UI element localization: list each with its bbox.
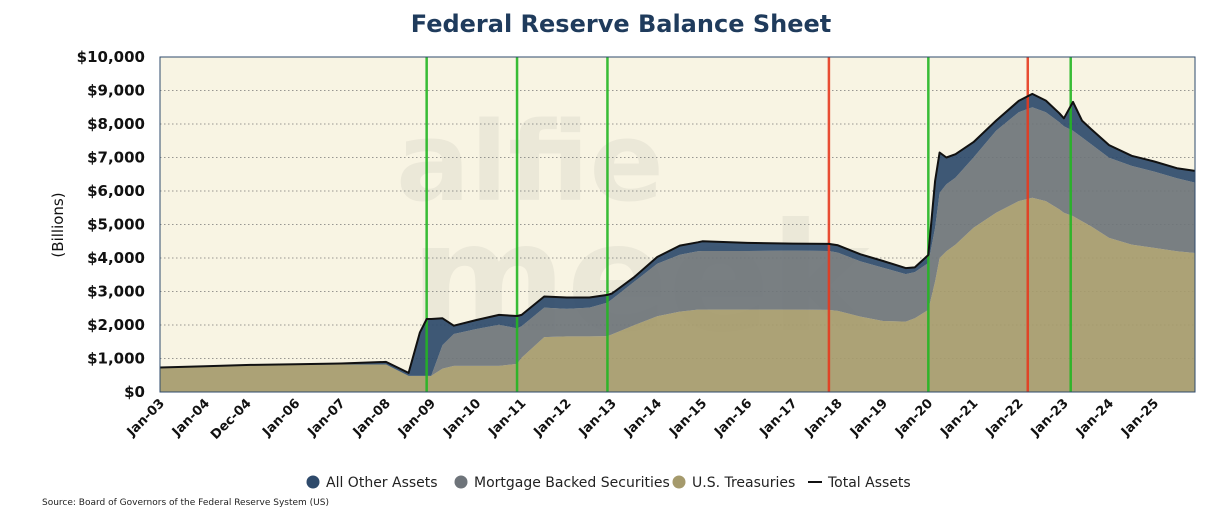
svg-text:alfie: alfie — [396, 98, 664, 226]
event-lines — [425, 57, 1072, 392]
x-tick-label: Jan-15 — [666, 396, 710, 440]
source-note: Source: Board of Governors of the Federa… — [42, 498, 329, 508]
x-tick-label: Jan-18 — [802, 396, 846, 440]
plot-frame — [159, 56, 1196, 393]
y-tick-label: $10,000 — [77, 48, 145, 66]
y-tick-label: $8,000 — [87, 115, 145, 133]
x-tick-label: Jan-20 — [892, 396, 936, 440]
chart-title: Federal Reserve Balance Sheet — [411, 10, 831, 38]
x-tick-label: Jan-03 — [124, 396, 168, 440]
y-tick-label: $7,000 — [87, 149, 145, 167]
x-tick-label: Jan-21 — [937, 396, 981, 440]
x-tick-label: Jan-08 — [350, 396, 394, 440]
area-series — [160, 93, 1195, 392]
y-tick-label: $6,000 — [87, 182, 145, 200]
legend-swatch — [454, 475, 468, 489]
legend: All Other Assets Mortgage Backed Securiti… — [306, 475, 911, 491]
legend-swatch — [672, 475, 686, 489]
y-axis-label: (Billions) — [49, 192, 67, 257]
x-tick-label: Jan-06 — [259, 396, 303, 440]
x-tick-label: Jan-19 — [847, 396, 891, 440]
x-tick-label: Jan-23 — [1028, 396, 1072, 440]
x-tick-label: Jan-16 — [711, 396, 755, 440]
x-tick-label: Jan-11 — [485, 396, 529, 440]
y-tick-label: $4,000 — [87, 249, 145, 267]
x-tick-label: Jan-12 — [531, 396, 575, 440]
legend-item: Total Assets — [808, 475, 911, 491]
y-tick-label: $5,000 — [87, 216, 145, 234]
y-tick-label: $9,000 — [87, 82, 145, 100]
x-tick-label: Jan-25 — [1118, 396, 1162, 440]
legend-label: All Other Assets — [326, 475, 438, 491]
legend-label: Mortgage Backed Securities — [474, 475, 670, 491]
legend-swatch — [306, 475, 320, 489]
area-u-s-treasuries — [160, 197, 1195, 392]
x-tick-label: Jan-04 — [169, 396, 213, 440]
x-tick-label: Dec-04 — [208, 396, 255, 443]
x-tick-label: Jan-22 — [982, 396, 1026, 440]
x-tick-label: Jan-07 — [305, 396, 349, 440]
x-tick-label: Jan-09 — [395, 396, 439, 440]
x-tick-label: Jan-24 — [1073, 396, 1117, 440]
y-tick-label: $0 — [124, 383, 145, 401]
legend-label: Total Assets — [827, 475, 911, 491]
legend-item: Mortgage Backed Securities — [454, 475, 670, 491]
x-tick-label: Jan-17 — [756, 396, 800, 440]
y-tick-label: $3,000 — [87, 283, 145, 301]
total-assets-line-layer — [159, 92, 1196, 374]
legend-label: U.S. Treasuries — [692, 475, 795, 491]
y-tick-label: $1,000 — [87, 350, 145, 368]
y-axis-ticks: $0 $1,000 $2,000 $3,000 $4,000 $5,000 $6,000 $7… — [77, 48, 145, 401]
x-tick-label: Jan-10 — [440, 396, 484, 440]
x-tick-label: Jan-13 — [576, 396, 620, 440]
total-assets-line — [159, 92, 1196, 374]
legend-item: All Other Assets — [306, 475, 438, 491]
y-tick-label: $2,000 — [87, 316, 145, 334]
x-tick-label: Jan-14 — [621, 396, 665, 440]
legend-item: U.S. Treasuries — [672, 475, 795, 491]
